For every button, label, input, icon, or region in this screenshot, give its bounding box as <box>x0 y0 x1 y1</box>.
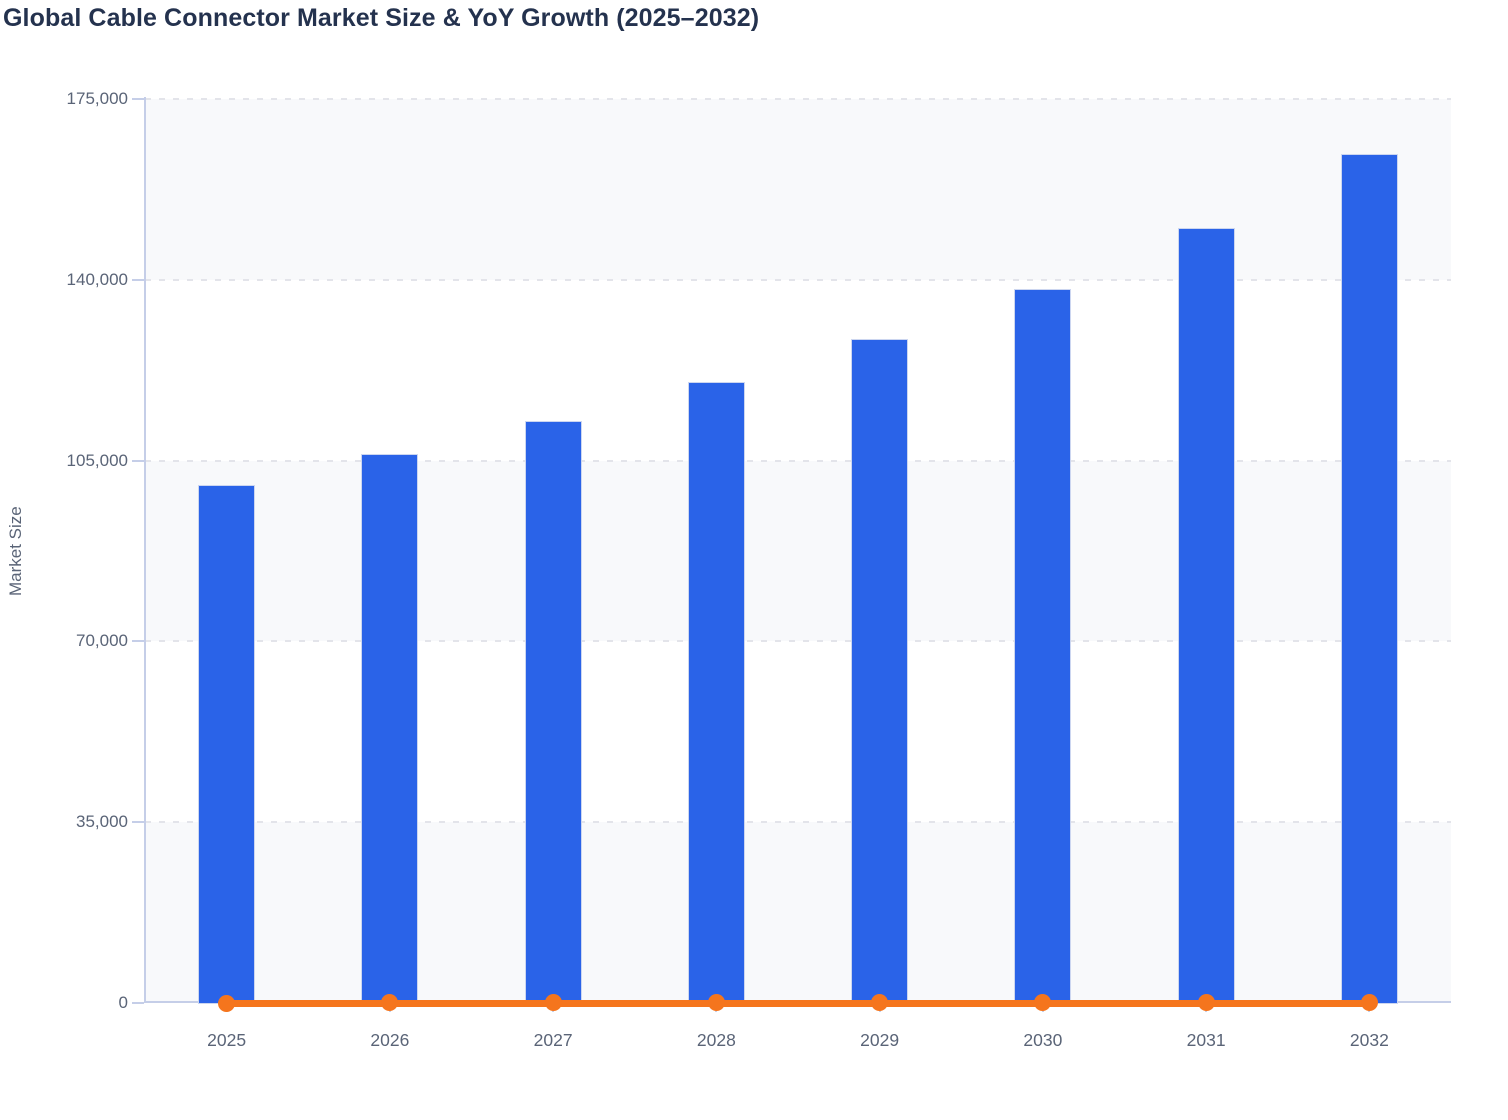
y-tick-label: 70,000 <box>76 631 128 651</box>
y-tick-mark <box>132 98 144 100</box>
y-tick-mark <box>132 640 144 643</box>
gridline-175000 <box>145 98 1451 100</box>
yoy-point-2028[interactable] <box>707 994 725 1012</box>
plot-area <box>145 98 1451 1003</box>
gridline-140000 <box>145 278 1451 281</box>
chart-title: Global Cable Connector Market Size & YoY… <box>3 4 760 32</box>
y-tick-mark <box>132 459 144 462</box>
y-tick-label: 35,000 <box>76 812 128 832</box>
yoy-point-2029[interactable] <box>871 994 889 1012</box>
plot-band <box>145 822 1451 1003</box>
yoy-point-2032[interactable] <box>1360 994 1378 1012</box>
y-tick-label: 175,000 <box>66 89 128 108</box>
x-tick-label-2025: 2025 <box>207 1030 247 1050</box>
x-tick-label-2026: 2026 <box>370 1030 410 1050</box>
x-tick-label-2028: 2028 <box>696 1030 736 1050</box>
x-tick-label-2031: 2031 <box>1186 1030 1226 1050</box>
x-tick-label-2032: 2032 <box>1349 1030 1389 1050</box>
yoy-growth-line <box>226 999 1370 1007</box>
yoy-point-2026[interactable] <box>381 994 399 1012</box>
bar-2031[interactable] <box>1177 228 1235 1004</box>
y-tick-label: 105,000 <box>66 450 128 470</box>
bar-2027[interactable] <box>524 420 582 1004</box>
x-tick-label-2027: 2027 <box>533 1030 573 1050</box>
gridline-70000 <box>145 640 1451 643</box>
yoy-point-2030[interactable] <box>1034 994 1052 1012</box>
x-tick-label-2029: 2029 <box>860 1030 900 1050</box>
plot-band <box>145 641 1451 823</box>
plot-band <box>145 279 1451 461</box>
y-tick-mark <box>132 821 144 824</box>
y-axis-line <box>144 97 146 1003</box>
x-tick-label-2030: 2030 <box>1023 1030 1063 1050</box>
bar-2026[interactable] <box>361 454 419 1004</box>
bar-2029[interactable] <box>851 339 909 1004</box>
gridline-105000 <box>145 459 1451 462</box>
bar-2028[interactable] <box>687 382 745 1004</box>
plot-band <box>145 460 1451 642</box>
bar-2025[interactable] <box>198 485 256 1004</box>
plot-band <box>145 99 1451 280</box>
y-tick-mark <box>132 278 144 281</box>
y-tick-label: 0 <box>118 993 128 1012</box>
yoy-point-2027[interactable] <box>544 994 562 1012</box>
bar-2030[interactable] <box>1014 289 1072 1004</box>
yoy-point-2031[interactable] <box>1197 994 1215 1012</box>
y-tick-label: 140,000 <box>66 269 128 289</box>
yoy-point-2025[interactable] <box>218 994 236 1012</box>
bar-2032[interactable] <box>1340 154 1398 1004</box>
gridline-35000 <box>145 821 1451 824</box>
y-tick-mark <box>132 1002 144 1004</box>
y-axis-title: Market Size <box>6 506 25 596</box>
